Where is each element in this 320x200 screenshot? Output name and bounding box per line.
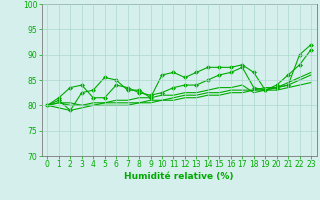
X-axis label: Humidité relative (%): Humidité relative (%) <box>124 172 234 181</box>
